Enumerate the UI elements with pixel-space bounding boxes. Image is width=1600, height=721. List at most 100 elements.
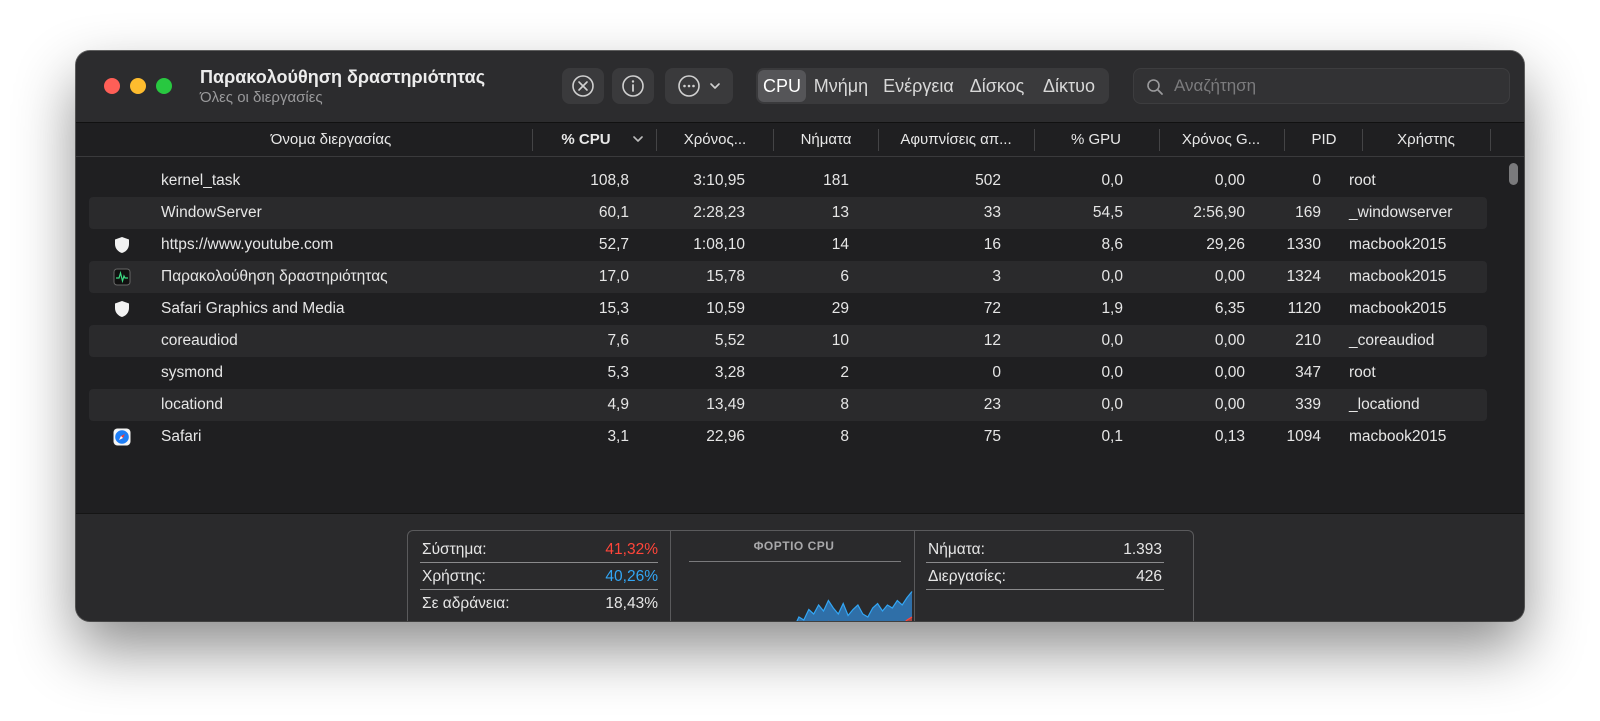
column-header-idle-wakeups[interactable]: Αφυπνίσεις απ... [900, 131, 1012, 148]
cpu-percent-cell: 17,0 [598, 268, 629, 285]
search-icon [1147, 79, 1163, 95]
process-name-cell: coreaudiod [161, 332, 238, 349]
cpu-summary-panel: Σύστημα: 41,32% Χρήστης: 40,26% Σε αδράν… [407, 530, 1194, 621]
column-header-pid[interactable]: PID [1311, 131, 1337, 148]
tab-network[interactable]: Δίκτυο [1043, 75, 1095, 96]
divider [689, 561, 901, 562]
table-row[interactable]: Παρακολούθηση δραστηριότητας 17,0 15,78 6 3 0… [89, 261, 1487, 293]
user-label: Χρήστης: [422, 568, 486, 585]
cpu-percent-cell: 108,8 [590, 172, 629, 189]
tab-memory[interactable]: Μνήμη [813, 75, 869, 96]
threads-cell: 8 [840, 396, 849, 413]
process-name-cell: Παρακολούθηση δραστηριότητας [161, 268, 388, 285]
inspect-process-button[interactable] [612, 68, 654, 104]
gpu-percent-cell: 0,0 [1101, 396, 1123, 413]
window-title: Παρακολούθηση δραστηριότητας [200, 67, 486, 87]
process-name-cell: Safari [161, 428, 202, 445]
window-subtitle: Όλες οι διεργασίες [200, 89, 323, 106]
gpu-time-cell: 0,00 [1214, 396, 1245, 413]
chevron-down-icon [710, 83, 720, 89]
scrollbar-thumb[interactable] [1509, 163, 1518, 185]
cpu-percent-cell: 5,3 [607, 364, 629, 381]
tab-disk[interactable]: Δίσκος [969, 75, 1025, 96]
idle-wakeups-cell: 3 [992, 268, 1001, 285]
column-divider [1034, 129, 1035, 151]
pid-cell: 1324 [1286, 268, 1321, 285]
tab-energy[interactable]: Ενέργεια [883, 75, 954, 96]
divider [420, 589, 658, 590]
user-cell: macbook2015 [1349, 300, 1447, 317]
cpu-time-cell: 3:10,95 [693, 172, 745, 189]
search-field[interactable] [1133, 68, 1510, 104]
tab-cpu[interactable]: CPU [758, 70, 806, 102]
ellipsis-icon [678, 75, 700, 97]
activity-monitor-window: Παρακολούθηση δραστηριότητας Όλες οι διε… [76, 51, 1524, 621]
threads-label: Νήματα: [928, 541, 985, 558]
user-cell: macbook2015 [1349, 236, 1447, 253]
activity-monitor-icon [113, 268, 131, 286]
column-divider [532, 129, 533, 151]
table-row[interactable]: WindowServer 60,1 2:28,23 13 33 54,5 2:56,90 16… [89, 197, 1487, 229]
column-divider [878, 129, 879, 151]
cpu-time-cell: 5,52 [714, 332, 745, 349]
cpu-load-graph [796, 591, 913, 621]
shield-icon [113, 236, 131, 254]
column-header-threads[interactable]: Νήματα [800, 131, 852, 148]
safari-icon [113, 428, 131, 446]
cpu-time-cell: 10,59 [706, 300, 745, 317]
processes-value: 426 [1136, 568, 1162, 585]
close-window-button[interactable] [104, 78, 120, 94]
column-header-gpu-time[interactable]: Χρόνος G... [1181, 131, 1261, 148]
more-actions-button[interactable] [665, 68, 733, 104]
table-row[interactable]: kernel_task 108,8 3:10,95 181 502 0,0 0,00 0 roo… [89, 165, 1487, 197]
idle-wakeups-cell: 502 [975, 172, 1001, 189]
panel-divider [914, 531, 915, 621]
process-table: kernel_task 108,8 3:10,95 181 502 0,0 0,00 0 roo… [76, 157, 1524, 509]
gpu-percent-cell: 0,0 [1101, 364, 1123, 381]
pid-cell: 347 [1295, 364, 1321, 381]
user-cell: _coreaudiod [1349, 332, 1435, 349]
table-row[interactable]: coreaudiod 7,6 5,52 10 12 0,0 0,00 210 _coreaudi… [89, 325, 1487, 357]
info-icon [622, 75, 644, 97]
table-row[interactable]: locationd 4,9 13,49 8 23 0,0 0,00 339 _locationd [89, 389, 1487, 421]
divider [926, 562, 1164, 563]
idle-value: 18,43% [605, 595, 658, 612]
process-name-cell: https://www.youtube.com [161, 236, 334, 253]
column-header-user[interactable]: Χρήστης [1397, 131, 1455, 148]
gpu-time-cell: 2:56,90 [1193, 204, 1245, 221]
gpu-time-cell: 29,26 [1206, 236, 1245, 253]
column-header-process-name[interactable]: Όνομα διεργασίας [270, 131, 392, 148]
cpu-percent-cell: 7,6 [607, 332, 629, 349]
column-divider [773, 129, 774, 151]
table-header: Όνομα διεργασίας % CPU Χρόνος... Νήματα … [76, 123, 1524, 157]
zoom-window-button[interactable] [156, 78, 172, 94]
column-header-gpu[interactable]: % GPU [1070, 131, 1121, 148]
process-name-cell: WindowServer [161, 204, 262, 221]
user-load-area [797, 591, 912, 621]
idle-wakeups-cell: 0 [992, 364, 1001, 381]
cpu-time-cell: 22,96 [706, 428, 745, 445]
table-row[interactable]: sysmond 5,3 3,28 2 0 0,0 0,00 347 root [89, 357, 1487, 389]
pid-cell: 0 [1312, 172, 1321, 189]
threads-cell: 6 [840, 268, 849, 285]
cpu-time-cell: 1:08,10 [693, 236, 745, 253]
minimize-window-button[interactable] [130, 78, 146, 94]
stop-process-button[interactable] [562, 68, 604, 104]
column-header-cpu-time[interactable]: Χρόνος... [683, 131, 747, 148]
stop-process-icon [572, 75, 594, 97]
gpu-percent-cell: 0,1 [1101, 428, 1123, 445]
gpu-time-cell: 0,13 [1214, 428, 1245, 445]
search-input[interactable] [1174, 69, 1494, 103]
threads-cell: 181 [823, 172, 849, 189]
cpu-load-title: ΦΟΡΤΙΟ CPU [753, 539, 835, 553]
table-row[interactable]: https://www.youtube.com 52,7 1:08,10 14 16 8,… [89, 229, 1487, 261]
idle-wakeups-cell: 75 [983, 428, 1001, 445]
sort-descending-icon [633, 136, 643, 142]
gpu-percent-cell: 0,0 [1101, 172, 1123, 189]
cpu-percent-cell: 60,1 [598, 204, 629, 221]
gpu-time-cell: 6,35 [1214, 300, 1245, 317]
table-row[interactable]: Safari 3,1 22,96 8 75 0,1 0,13 1094 macbook2015 [89, 421, 1487, 453]
table-row[interactable]: Safari Graphics and Media 15,3 10,59 29 72 1,… [89, 293, 1487, 325]
idle-label: Σε αδράνεια: [422, 595, 510, 612]
column-header-cpu[interactable]: % CPU [561, 131, 611, 148]
